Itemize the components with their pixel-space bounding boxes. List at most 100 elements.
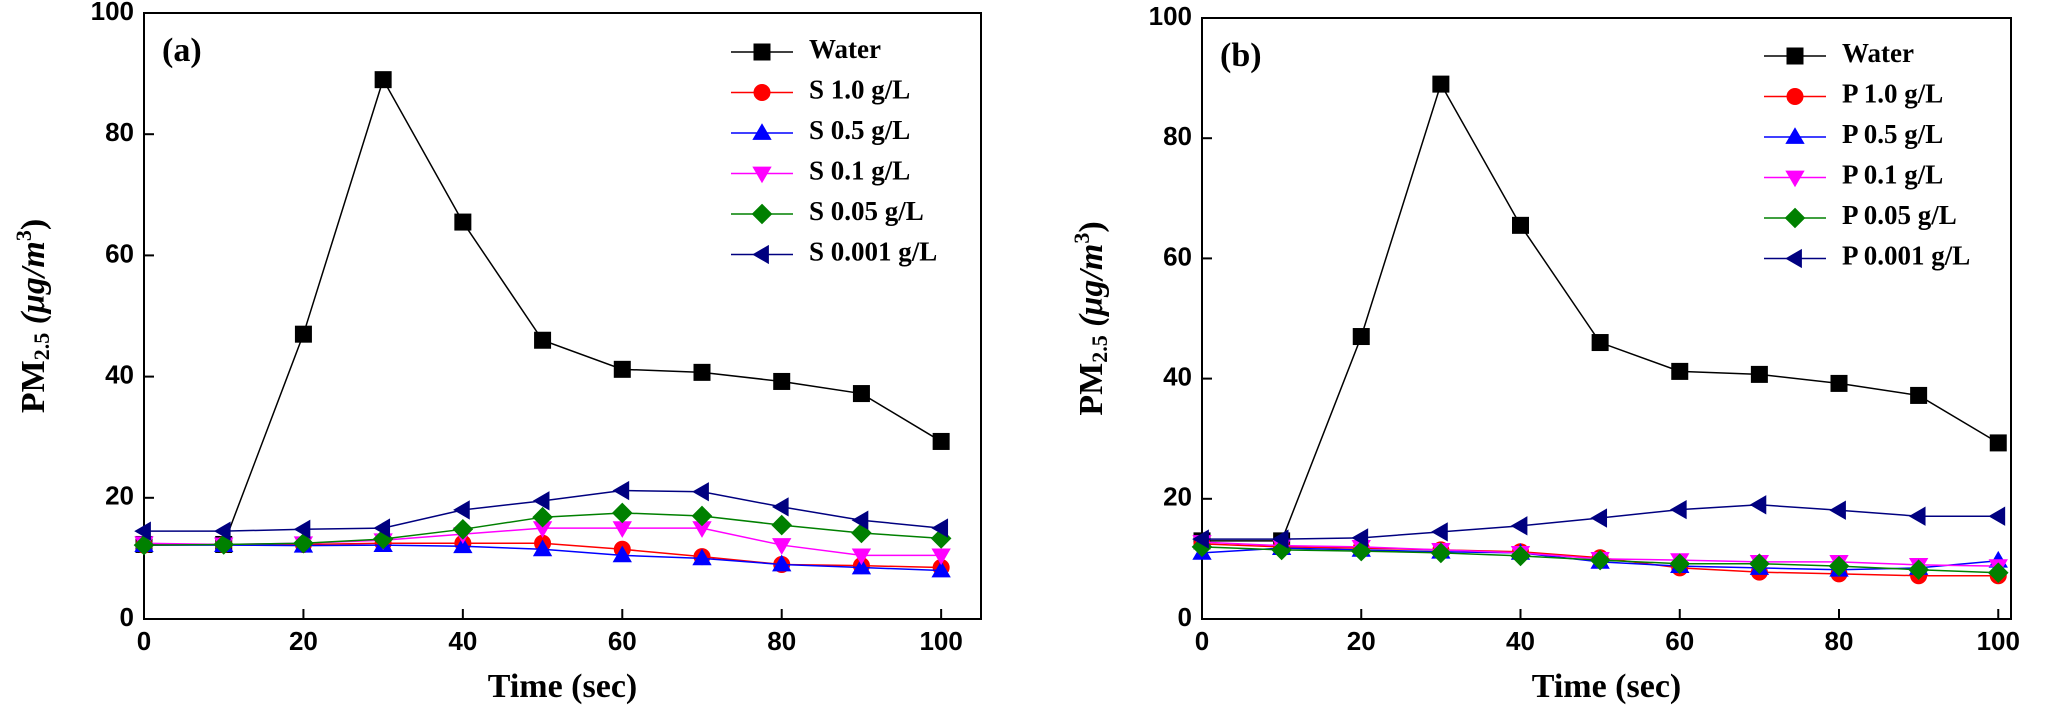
y-axis-title: PM2.5 (μg/m3) [11, 219, 54, 413]
marker [374, 71, 392, 89]
legend-label: S 0.001 g/L [809, 237, 937, 267]
marker [692, 548, 712, 566]
marker [1271, 529, 1289, 549]
legend-label: S 0.5 g/L [809, 115, 910, 145]
x-tick-label: 0 [137, 626, 151, 656]
x-tick-label: 0 [1195, 626, 1209, 656]
marker [611, 502, 633, 524]
y-axis-title: PM2.5 (μg/m3) [1069, 221, 1112, 415]
marker [454, 213, 472, 231]
marker [932, 432, 950, 450]
marker [534, 331, 552, 349]
series-line [144, 77, 942, 546]
marker [851, 548, 872, 566]
marker [1351, 528, 1369, 548]
marker [1989, 434, 2007, 452]
series-line [1202, 82, 1999, 542]
legend-marker [1786, 88, 1804, 105]
marker [1828, 555, 1850, 577]
marker [1669, 553, 1691, 575]
marker [771, 514, 793, 536]
x-tick-label: 100 [1977, 626, 2020, 656]
x-axis-title: Time (sec) [488, 668, 637, 705]
marker [1671, 362, 1689, 380]
x-tick-label: 60 [1665, 626, 1694, 656]
panel-label: (a) [162, 32, 202, 69]
marker [692, 482, 709, 502]
y-axis-title-part: (μg/m [1073, 244, 1110, 336]
y-tick-label: 20 [1163, 482, 1192, 512]
y-axis-title-part: (μg/m [15, 241, 52, 333]
y-axis-title-part: 2.5 [1087, 335, 1112, 363]
legend-marker [1785, 170, 1805, 188]
legend-marker [1786, 47, 1804, 65]
marker [1512, 216, 1530, 234]
x-axis-title: Time (sec) [1532, 668, 1681, 705]
marker [532, 506, 553, 528]
marker [772, 538, 792, 555]
marker [373, 518, 391, 538]
marker [612, 545, 632, 563]
y-axis-title-part: PM [1073, 363, 1110, 416]
marker [693, 363, 711, 381]
plot-frame [1201, 17, 2012, 620]
x-tick-label: 60 [608, 626, 637, 656]
x-tick-label: 20 [289, 626, 318, 656]
marker [1510, 516, 1528, 536]
marker [134, 521, 151, 541]
marker [453, 536, 473, 554]
marker [1749, 495, 1767, 515]
marker [1988, 506, 2006, 526]
marker [851, 557, 872, 575]
y-tick-label: 0 [120, 602, 134, 632]
marker [1749, 553, 1770, 575]
y-tick-label: 100 [1149, 1, 1192, 31]
x-tick-label: 100 [919, 626, 962, 656]
marker [931, 518, 949, 538]
y-axis-title-part: ) [1073, 221, 1110, 232]
panel: 0 20 40 60 80 100 0 20 40 60 80 100 Time (sec) PM2.5 … [11, 0, 982, 705]
marker [1591, 334, 1609, 352]
marker [771, 497, 789, 517]
marker [1589, 549, 1611, 571]
legend-label: P 1.0 g/L [1842, 79, 1943, 109]
y-axis-title-part: PM [15, 360, 52, 413]
legend-label: Water [809, 34, 881, 64]
marker [1750, 365, 1768, 383]
legend-label: S 0.05 g/L [809, 196, 924, 226]
legend-marker [752, 244, 769, 265]
marker [213, 534, 235, 555]
marker [772, 554, 792, 572]
marker [773, 372, 791, 390]
marker [1510, 545, 1531, 567]
legend-label: Water [1842, 38, 1914, 68]
y-axis-title-part: 3 [1069, 233, 1094, 244]
marker [1987, 562, 2009, 584]
legend-label: S 1.0 g/L [809, 75, 910, 105]
y-axis-title-part: 3 [11, 230, 36, 241]
marker [612, 480, 630, 501]
legend-marker [752, 123, 772, 140]
panel-label: (b) [1220, 37, 1262, 74]
x-tick-label: 80 [767, 626, 796, 656]
x-tick-label: 20 [1347, 626, 1376, 656]
marker [612, 521, 632, 538]
marker [931, 560, 951, 578]
y-tick-label: 40 [105, 359, 134, 389]
legend-marker [751, 203, 773, 225]
marker [1590, 508, 1608, 528]
legend-marker [753, 84, 771, 101]
marker [1192, 529, 1209, 549]
legend-marker [1784, 207, 1806, 229]
marker [1432, 75, 1450, 93]
marker [1669, 499, 1687, 520]
y-tick-label: 0 [1178, 602, 1192, 632]
y-axis-title-part: 2.5 [29, 333, 54, 361]
x-tick-label: 40 [448, 626, 477, 656]
marker [213, 521, 231, 541]
legend-label: S 0.1 g/L [809, 156, 910, 186]
marker [1829, 500, 1846, 520]
marker [293, 532, 314, 554]
marker [452, 519, 474, 540]
marker [613, 360, 631, 378]
